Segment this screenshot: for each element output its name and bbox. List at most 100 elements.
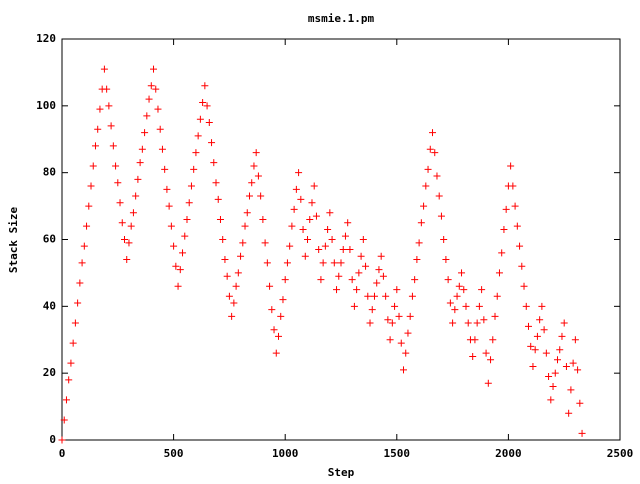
point [312, 212, 320, 220]
point [364, 292, 372, 300]
point [272, 349, 280, 357]
point [261, 239, 269, 247]
point [78, 259, 86, 267]
point [58, 436, 66, 444]
point [366, 319, 374, 327]
point [301, 252, 309, 260]
point [424, 165, 432, 173]
point [243, 209, 251, 217]
point [283, 259, 291, 267]
point [464, 319, 472, 327]
point [545, 373, 553, 381]
point [328, 236, 336, 243]
point [136, 159, 144, 167]
point [469, 352, 477, 360]
point [440, 236, 448, 243]
point [134, 175, 142, 183]
x-tick-label: 1000 [272, 447, 299, 460]
point [100, 65, 108, 73]
point [350, 302, 358, 310]
point [558, 332, 566, 340]
point [462, 302, 470, 310]
point [96, 105, 104, 113]
point [569, 359, 577, 367]
point [359, 236, 367, 243]
x-tick-label: 2000 [495, 447, 522, 460]
point [290, 205, 298, 213]
point [232, 282, 240, 290]
point [402, 349, 410, 357]
point [154, 105, 162, 113]
point [192, 149, 200, 157]
point [141, 129, 149, 137]
point [326, 209, 334, 217]
point [248, 179, 256, 187]
point [185, 199, 193, 207]
point [571, 336, 579, 344]
point [507, 162, 515, 170]
point [495, 269, 503, 277]
point [107, 122, 115, 130]
point [348, 276, 356, 284]
point [91, 142, 99, 150]
point [123, 256, 131, 264]
point [74, 299, 82, 307]
point [426, 145, 434, 153]
point [511, 202, 519, 210]
point [393, 286, 401, 294]
point [304, 236, 312, 243]
point [85, 202, 93, 210]
point [442, 256, 450, 264]
point [196, 115, 204, 123]
point [353, 286, 361, 294]
point [306, 215, 314, 223]
point [562, 362, 570, 370]
point [368, 306, 376, 314]
point [158, 145, 166, 153]
point [404, 329, 412, 337]
point [295, 169, 303, 177]
point [422, 182, 430, 190]
point [574, 366, 582, 374]
point [498, 249, 506, 257]
point [346, 246, 354, 254]
point [446, 299, 454, 307]
point [527, 342, 535, 350]
point [179, 249, 187, 257]
point [475, 302, 483, 310]
point [480, 316, 488, 324]
y-tick-label: 20 [43, 366, 56, 379]
point [533, 332, 541, 340]
point [190, 165, 198, 173]
point [172, 262, 180, 270]
point [339, 246, 347, 254]
point [384, 316, 392, 324]
point [167, 222, 175, 230]
point [208, 139, 216, 147]
point [337, 259, 345, 267]
point [489, 336, 497, 344]
point [529, 362, 537, 370]
point [143, 112, 151, 120]
point [536, 316, 544, 324]
point [524, 322, 532, 330]
point [118, 219, 126, 227]
point [71, 319, 79, 327]
point [547, 396, 555, 404]
x-tick-label: 0 [59, 447, 66, 460]
point [275, 332, 283, 340]
point [315, 246, 323, 254]
chart-title: msmie.1.pm [308, 12, 375, 25]
point [420, 202, 428, 210]
point [560, 319, 568, 327]
point [516, 242, 524, 250]
point [241, 222, 249, 230]
point [60, 416, 68, 424]
point [203, 102, 211, 110]
point [453, 292, 461, 300]
point [87, 182, 95, 190]
point [538, 302, 546, 310]
point [484, 379, 492, 387]
point [513, 222, 521, 230]
y-axis-label: Stack Size [7, 207, 20, 274]
